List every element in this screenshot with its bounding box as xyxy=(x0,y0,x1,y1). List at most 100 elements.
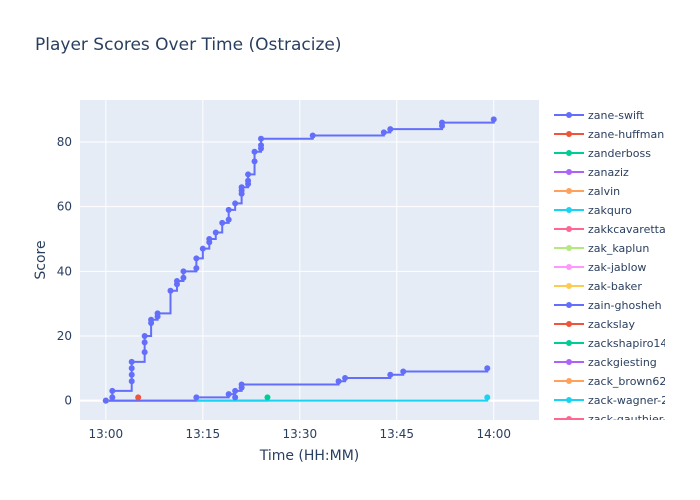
point-zane-swift xyxy=(387,126,394,133)
series-points xyxy=(102,116,497,404)
point-zane-swift xyxy=(225,206,232,213)
point-zane-swift xyxy=(180,274,187,281)
point-zain-ghosheh xyxy=(484,365,491,372)
legend-marker xyxy=(566,397,572,403)
point-zane-swift xyxy=(258,135,265,142)
point-zane-swift xyxy=(109,387,116,394)
x-tick-label: 13:45 xyxy=(379,427,414,441)
legend-label: zakkcavaretta xyxy=(588,223,666,236)
point-zane-swift xyxy=(154,310,161,317)
point-zane-swift xyxy=(245,171,252,178)
legend-marker xyxy=(566,416,572,420)
point-zanderboss xyxy=(264,394,271,401)
legend-item-zack-wagner-2[interactable]: zack-wagner-2 xyxy=(554,394,668,407)
legend-label: zanaziz xyxy=(588,166,629,179)
legend-item-zackshapiro14[interactable]: zackshapiro14 xyxy=(554,337,667,350)
point-zane-swift xyxy=(251,148,258,155)
point-zain-ghosheh xyxy=(232,394,239,401)
legend-marker xyxy=(566,169,572,175)
plot-area xyxy=(80,100,539,420)
legend-item-zane-swift[interactable]: zane-swift xyxy=(554,109,645,122)
point-zane-swift xyxy=(206,235,213,242)
x-axis-ticks: 13:00 13:15 13:30 13:45 14:00 xyxy=(89,427,511,441)
point-zain-ghosheh xyxy=(225,391,232,398)
point-zain-ghosheh xyxy=(238,381,245,388)
series-line-zane-swift xyxy=(105,119,495,402)
legend-item-zakkcavaretta[interactable]: zakkcavaretta xyxy=(554,223,666,236)
legend-label: zack-wagner-2 xyxy=(588,394,668,407)
y-tick-label: 20 xyxy=(57,329,72,343)
legend-label: zackslay xyxy=(588,318,635,331)
point-zain-ghosheh xyxy=(102,397,109,404)
legend-marker xyxy=(566,207,572,213)
legend-marker xyxy=(566,112,572,118)
legend-item-zane-huffman[interactable]: zane-huffman xyxy=(554,128,664,141)
point-zane-swift xyxy=(128,358,135,365)
point-zane-swift xyxy=(380,129,387,136)
x-tick-label: 13:15 xyxy=(186,427,221,441)
legend-marker xyxy=(566,283,572,289)
legend-label: zak-baker xyxy=(588,280,642,293)
point-zane-swift xyxy=(141,339,148,346)
legend[interactable]: zane-swift zane-huffman zanderboss zanaziz z… xyxy=(554,109,674,426)
point-zane-swift xyxy=(245,177,252,184)
point-zane-swift xyxy=(225,216,232,223)
point-zane-swift xyxy=(193,265,200,272)
y-axis-ticks: 0 20 40 60 80 xyxy=(57,135,72,408)
legend-label: zak_kaplun xyxy=(588,242,649,255)
legend-marker xyxy=(566,302,572,308)
point-zane-swift xyxy=(193,255,200,262)
point-zane-swift xyxy=(167,287,174,294)
point-zain-ghosheh xyxy=(387,371,394,378)
legend-item-zalvin[interactable]: zalvin xyxy=(554,185,620,198)
legend-label: zack_brown62 xyxy=(588,375,666,388)
point-zane-swift xyxy=(128,371,135,378)
point-zane-swift xyxy=(128,378,135,385)
point-zain-ghosheh xyxy=(193,394,200,401)
point-zane-swift xyxy=(141,332,148,339)
legend-marker xyxy=(566,378,572,384)
point-zakquro xyxy=(484,394,491,401)
legend-item-zanaziz[interactable]: zanaziz xyxy=(554,166,629,179)
legend-item-zack_brown62[interactable]: zack_brown62 xyxy=(554,375,666,388)
legend-item-zackgiesting[interactable]: zackgiesting xyxy=(554,356,657,369)
legend-label: zane-swift xyxy=(588,109,645,122)
legend-marker xyxy=(566,150,572,156)
legend-marker xyxy=(566,340,572,346)
point-zane-swift xyxy=(219,219,226,226)
point-zane-swift xyxy=(309,132,316,139)
point-zane-swift xyxy=(141,349,148,356)
legend-marker xyxy=(566,245,572,251)
point-zane-swift xyxy=(148,316,155,323)
legend-label: zain-ghosheh xyxy=(588,299,662,312)
legend-label: zalvin xyxy=(588,185,620,198)
legend-item-zack-gauthier-1[interactable]: zack-gauthier-1 xyxy=(554,413,674,426)
point-zain-ghosheh xyxy=(232,387,239,394)
point-zane-swift xyxy=(180,268,187,275)
legend-item-zak_kaplun[interactable]: zak_kaplun xyxy=(554,242,649,255)
y-tick-label: 0 xyxy=(64,394,72,408)
legend-label: zackgiesting xyxy=(588,356,657,369)
point-zane-swift xyxy=(128,365,135,372)
point-zane-swift xyxy=(439,119,446,126)
legend-item-zak-jablow[interactable]: zak-jablow xyxy=(554,261,646,274)
x-tick-label: 13:00 xyxy=(89,427,124,441)
legend-item-zak-baker[interactable]: zak-baker xyxy=(554,280,642,293)
legend-item-zain-ghosheh[interactable]: zain-ghosheh xyxy=(554,299,662,312)
chart-title: Player Scores Over Time (Ostracize) xyxy=(35,35,342,55)
x-axis-title: Time (HH:MM) xyxy=(259,448,360,464)
point-zain-ghosheh xyxy=(342,374,349,381)
legend-item-zakquro[interactable]: zakquro xyxy=(554,204,632,217)
x-tick-label: 13:30 xyxy=(283,427,318,441)
legend-label: zack-gauthier-1 xyxy=(588,413,674,426)
point-zane-huffman xyxy=(135,394,142,401)
legend-item-zackslay[interactable]: zackslay xyxy=(554,318,635,331)
legend-label: zakquro xyxy=(588,204,632,217)
point-zain-ghosheh xyxy=(400,368,407,375)
legend-marker xyxy=(566,359,572,365)
legend-item-zanderboss[interactable]: zanderboss xyxy=(554,147,651,160)
legend-label: zak-jablow xyxy=(588,261,646,274)
legend-label: zanderboss xyxy=(588,147,651,160)
point-zane-swift xyxy=(212,229,219,236)
x-tick-label: 14:00 xyxy=(476,427,511,441)
